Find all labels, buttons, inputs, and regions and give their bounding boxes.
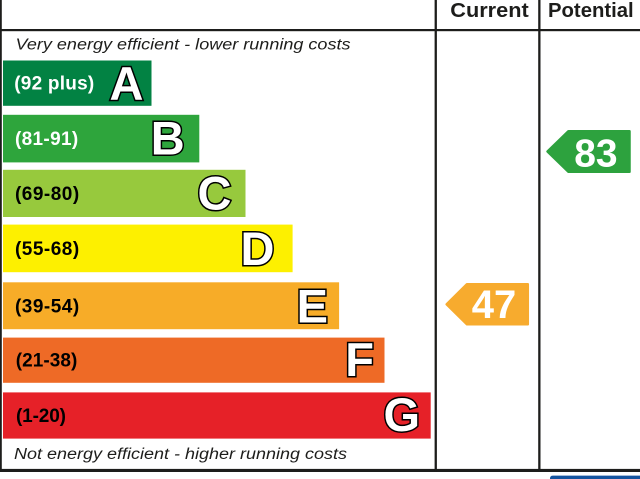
svg-text:83: 83 [574, 132, 617, 175]
svg-text:(39-54): (39-54) [15, 296, 79, 317]
svg-text:(69-80): (69-80) [15, 184, 79, 205]
svg-text:Current: Current [450, 0, 529, 22]
svg-text:Potential: Potential [548, 0, 634, 22]
svg-text:A: A [110, 57, 144, 110]
svg-text:D: D [241, 222, 275, 275]
svg-text:(92 plus): (92 plus) [14, 74, 94, 95]
svg-text:E: E [297, 279, 328, 332]
svg-text:(81-91): (81-91) [15, 129, 78, 150]
svg-text:G: G [383, 388, 420, 441]
svg-text:(55-68): (55-68) [15, 239, 79, 260]
svg-text:Very energy efficient - lower: Very energy efficient - lower running co… [16, 36, 351, 53]
svg-text:Not energy efficient - higher: Not energy efficient - higher running co… [14, 446, 347, 463]
svg-text:F: F [345, 333, 374, 386]
svg-text:C: C [198, 167, 232, 220]
svg-text:(21-38): (21-38) [16, 351, 78, 372]
svg-text:(1-20): (1-20) [16, 406, 66, 427]
svg-text:B: B [151, 112, 185, 165]
svg-text:47: 47 [472, 283, 517, 327]
